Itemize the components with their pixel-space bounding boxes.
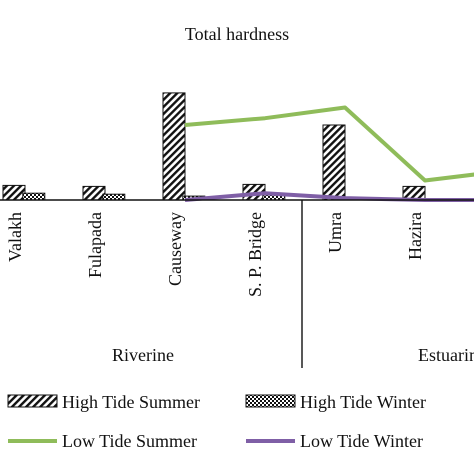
bar-high-tide-winter-valakh: [22, 192, 46, 201]
legend: High Tide Summer High Tide Winter Low Ti…: [7, 392, 426, 451]
bar-high-tide-winter-fulapada: [102, 193, 126, 201]
tick-label-s-p-bridge: S. P. Bridge: [245, 212, 265, 297]
legend-label-low-tide-summer: Low Tide Summer: [62, 431, 197, 451]
legend-label-low-tide-winter: Low Tide Winter: [300, 431, 423, 451]
tick-label-causeway: Causeway: [165, 212, 185, 286]
bar-high-tide-summer-causeway: [162, 92, 186, 201]
tick-label-umra: Umra: [325, 212, 345, 253]
group-label-riverine: Riverine: [112, 345, 174, 365]
tick-label-fulapada: Fulapada: [85, 212, 105, 278]
legend-label-high-tide-winter: High Tide Winter: [300, 392, 426, 412]
bar-high-tide-summer-fulapada: [82, 185, 106, 201]
tick-label-hazira: Hazira: [405, 212, 425, 260]
bar-high-tide-summer-valakh: [2, 184, 26, 201]
category-labels: Valakh Fulapada Causeway S. P. Bridge Umra Ha…: [5, 212, 425, 297]
tick-label-valakh: Valakh: [5, 212, 25, 262]
group-label-estuarine: Estuarine: [418, 345, 474, 365]
chart-title: Total hardness: [185, 24, 289, 44]
bar-high-tide-summer-umra: [322, 124, 346, 201]
legend-swatch-high-tide-winter: [245, 394, 296, 408]
bars-layer: [2, 92, 426, 201]
legend-swatch-high-tide-summer: [7, 394, 58, 408]
legend-label-high-tide-summer: High Tide Summer: [62, 392, 200, 412]
line-low-tide-summer: [184, 105, 474, 183]
